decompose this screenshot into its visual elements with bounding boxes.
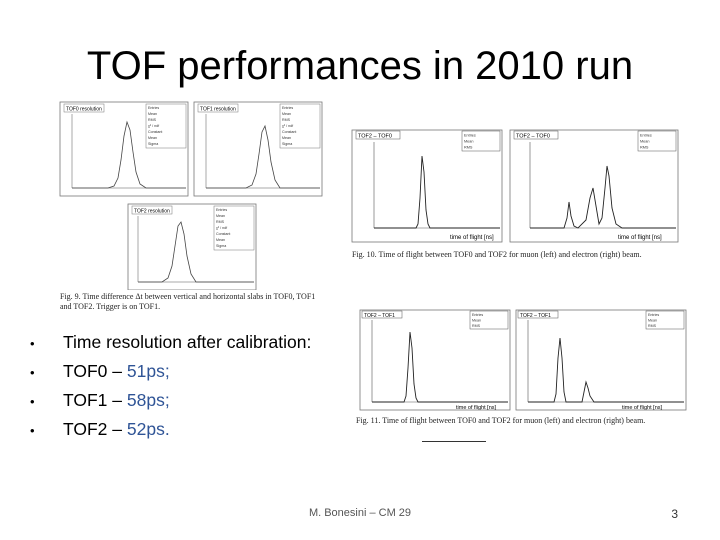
svg-text:Entries: Entries <box>282 106 293 110</box>
fig11-panel-title: TOF2 – TOF1 <box>520 313 551 319</box>
bullet-unit: ps; <box>146 361 170 381</box>
caption-underline <box>422 441 486 442</box>
fig9-panel-tof2: TOF2 resolution Entries Mean RMS χ² / nd… <box>127 203 257 290</box>
fig9-caption: Fig. 9. Time difference Δt between verti… <box>60 292 316 311</box>
svg-text:Mean: Mean <box>464 140 474 144</box>
svg-text:Sigma: Sigma <box>216 244 226 248</box>
svg-text:Entries: Entries <box>472 313 483 317</box>
bullet-prefix: Time resolution after calibration: <box>63 332 312 352</box>
svg-text:Mean: Mean <box>216 214 225 218</box>
slide-footer: M. Bonesini – CM 29 <box>308 507 412 519</box>
svg-text:Constant: Constant <box>216 232 230 236</box>
bullet-prefix: TOF0 – <box>63 361 127 381</box>
fig10-caption: Fig. 10. Time of flight between TOF0 and… <box>352 250 642 259</box>
bullet-value: 58 <box>126 390 147 410</box>
page-number: 3 <box>671 507 678 521</box>
bullet-item: • TOF0 – 51ps; <box>30 361 170 381</box>
fig10-xlabel: time of flight [ns] <box>618 235 662 241</box>
svg-text:RMS: RMS <box>216 220 225 224</box>
svg-text:RMS: RMS <box>464 146 473 150</box>
svg-text:Entries: Entries <box>640 134 652 138</box>
fig9-panel-title: TOF2 resolution <box>134 209 170 215</box>
svg-text:RMS: RMS <box>148 118 157 122</box>
svg-text:RMS: RMS <box>648 324 657 328</box>
bullet-item: • TOF1 – 58ps; <box>30 390 170 410</box>
svg-text:Sigma: Sigma <box>148 142 158 146</box>
svg-text:Entries: Entries <box>148 106 159 110</box>
fig11-tof-plots: TOF2 – TOF1 Entries Mean RMS time of fli… <box>359 309 687 411</box>
svg-text:Constant: Constant <box>282 130 296 134</box>
svg-text:Mean: Mean <box>148 136 157 140</box>
fig10-panel-electron: TOF2 – TOF0 Entries Mean RMS time of fli… <box>509 129 679 243</box>
svg-text:Mean: Mean <box>216 238 225 242</box>
fig9-panel-title: TOF1 resolution <box>200 107 236 113</box>
fig11-panel-electron: TOF2 – TOF1 Entries Mean RMS time of fli… <box>515 309 687 411</box>
fig9-panel-tof1: TOF1 resolution Entries Mean RMS χ² / nd… <box>193 101 323 197</box>
svg-text:Mean: Mean <box>148 112 157 116</box>
svg-text:Mean: Mean <box>282 136 291 140</box>
fig10-panel-muon: TOF2 – TOF0 Entries Mean RMS time of fli… <box>351 129 503 243</box>
fig10-tof-plots: TOF2 – TOF0 Entries Mean RMS time of fli… <box>351 129 679 243</box>
bullet-item: • Time resolution after calibration: <box>30 332 312 352</box>
svg-text:RMS: RMS <box>640 146 649 150</box>
bullet-prefix: TOF1 – <box>63 390 127 410</box>
fig10-panel-title: TOF2 – TOF0 <box>516 134 550 140</box>
fig11-panel-title: TOF2 – TOF1 <box>364 313 395 319</box>
fig11-panel-muon: TOF2 – TOF1 Entries Mean RMS time of fli… <box>359 309 511 411</box>
bullet-item: • TOF2 – 52ps. <box>30 419 170 439</box>
fig9-resolution-plots: TOF0 resolution Entries Mean RMS χ² / nd… <box>59 101 323 290</box>
fig10-panel-title: TOF2 – TOF0 <box>358 134 392 140</box>
bullet-value: 52 <box>126 419 147 439</box>
bullet-unit: ps. <box>146 419 170 439</box>
fig11-xlabel: time of flight [ns] <box>456 405 497 411</box>
bullet-value: 51 <box>126 361 147 381</box>
slide-title: TOF performances in 2010 run <box>86 44 634 88</box>
svg-text:Entries: Entries <box>648 313 659 317</box>
svg-text:χ² / ndf: χ² / ndf <box>282 124 293 128</box>
fig9-panel-title: TOF0 resolution <box>66 107 102 113</box>
svg-text:Mean: Mean <box>640 140 650 144</box>
svg-text:χ² / ndf: χ² / ndf <box>148 124 159 128</box>
fig11-xlabel: time of flight [ns] <box>622 405 663 411</box>
svg-text:Mean: Mean <box>648 319 657 323</box>
svg-text:Sigma: Sigma <box>282 142 292 146</box>
svg-text:χ² / ndf: χ² / ndf <box>216 226 227 230</box>
svg-text:RMS: RMS <box>282 118 291 122</box>
bullet-unit: ps; <box>146 390 170 410</box>
svg-text:Constant: Constant <box>148 130 162 134</box>
svg-text:Entries: Entries <box>216 208 227 212</box>
bullet-list: • Time resolution after calibration: • TOF… <box>30 328 311 444</box>
svg-text:Mean: Mean <box>472 319 481 323</box>
svg-text:Entries: Entries <box>464 134 476 138</box>
fig9-panel-tof0: TOF0 resolution Entries Mean RMS χ² / nd… <box>59 101 189 197</box>
fig11-caption: Fig. 11. Time of flight between TOF0 and… <box>356 416 646 425</box>
svg-text:RMS: RMS <box>472 324 481 328</box>
bullet-prefix: TOF2 – <box>63 419 127 439</box>
fig10-xlabel: time of flight [ns] <box>450 235 494 241</box>
svg-text:Mean: Mean <box>282 112 291 116</box>
